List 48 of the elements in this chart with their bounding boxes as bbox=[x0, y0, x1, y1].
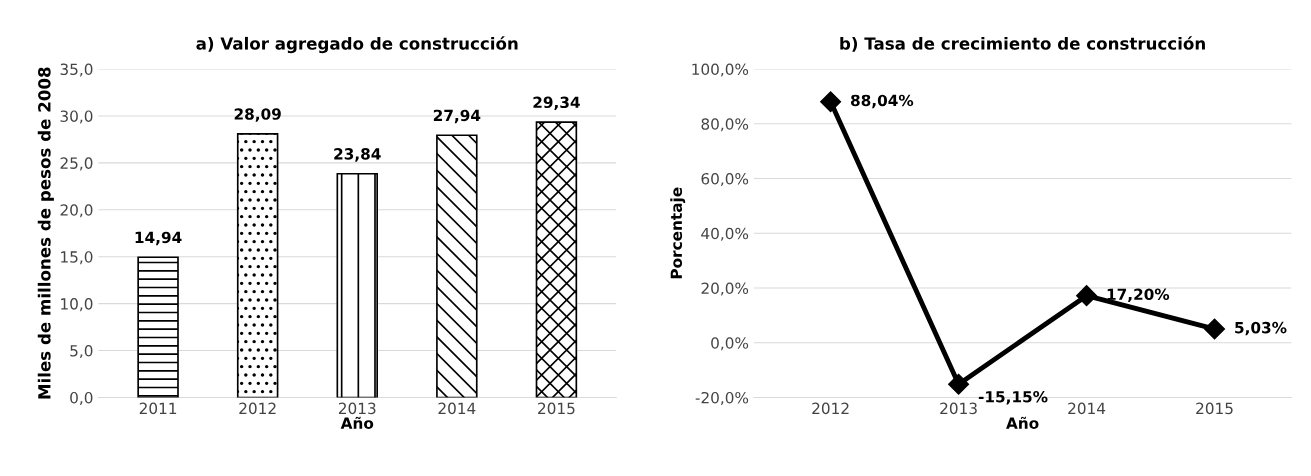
y-tick-label: 0,0 bbox=[70, 391, 93, 406]
x-axis-title: Año bbox=[340, 416, 374, 429]
point bbox=[820, 91, 842, 113]
y-tick-label: -20,0% bbox=[695, 391, 749, 406]
bar bbox=[336, 172, 378, 398]
point bbox=[948, 373, 970, 395]
data-label: 28,09 bbox=[234, 108, 281, 122]
data-label: 88,04% bbox=[850, 94, 914, 109]
data-label: 5,03% bbox=[1235, 321, 1287, 336]
data-label: 29,34 bbox=[533, 96, 580, 111]
data-label: 14,94 bbox=[135, 231, 182, 246]
point bbox=[1204, 318, 1226, 340]
y-tick-label: 5,0 bbox=[70, 345, 93, 359]
x-tick-label: 2013 bbox=[338, 402, 376, 415]
y-tick-label: 60,0% bbox=[701, 172, 749, 187]
bar bbox=[137, 256, 179, 398]
chart-title: a) Valor agregado de construcción bbox=[196, 36, 518, 54]
point bbox=[1076, 285, 1098, 307]
x-tick-label: 2013 bbox=[940, 402, 977, 415]
bar bbox=[236, 133, 279, 398]
x-tick-label: 2011 bbox=[139, 402, 177, 415]
x-tick-label: 2012 bbox=[239, 402, 276, 415]
data-label: 27,94 bbox=[433, 109, 481, 124]
x-tick-label: 2014 bbox=[1068, 402, 1106, 415]
bar bbox=[436, 134, 478, 398]
y-tick-label: 0,0% bbox=[711, 337, 749, 351]
y-tick-label: 20,0 bbox=[60, 204, 93, 218]
chart-title: b) Tasa de crecimiento de construcción bbox=[840, 36, 1205, 52]
data-label: 23,84 bbox=[334, 148, 381, 162]
y-tick-label: 80,0% bbox=[701, 118, 749, 132]
y-axis-title: Miles de millones de pesos de 2008 bbox=[37, 67, 54, 399]
y-tick-label: 25,0 bbox=[60, 157, 93, 171]
y-tick-label: 30,0 bbox=[60, 110, 93, 124]
bar bbox=[535, 121, 578, 398]
x-tick-label: 2014 bbox=[438, 402, 476, 415]
y-tick-label: 10,0 bbox=[61, 298, 93, 312]
data-label: 17,20% bbox=[1107, 288, 1170, 303]
y-tick-label: 100,0% bbox=[692, 63, 749, 77]
y-axis-title: Porcentaje bbox=[670, 187, 686, 279]
y-tick-label: 40,0% bbox=[701, 227, 749, 241]
data-label: -15,15% bbox=[978, 390, 1048, 405]
y-tick-label: 35,0 bbox=[60, 63, 93, 77]
x-tick-label: 2015 bbox=[538, 402, 575, 415]
x-tick-label: 2015 bbox=[1196, 402, 1233, 415]
x-tick-label: 2012 bbox=[812, 402, 849, 415]
y-tick-label: 20,0% bbox=[701, 282, 749, 296]
y-tick-label: 15,0 bbox=[61, 251, 93, 265]
x-axis-title: Año bbox=[1006, 416, 1039, 429]
